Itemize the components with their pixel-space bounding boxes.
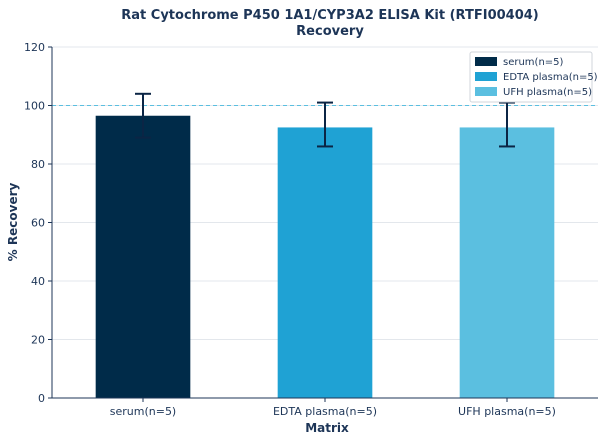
legend-swatch-0 (475, 57, 497, 66)
bars (96, 116, 555, 398)
bar-0 (96, 116, 191, 398)
legend-swatch-2 (475, 87, 497, 96)
y-tick-label-100: 100 (24, 100, 45, 113)
legend-swatch-1 (475, 72, 497, 81)
x-tick-label-1: EDTA plasma(n=5) (273, 405, 377, 418)
y-tick-label-120: 120 (24, 41, 45, 54)
chart-title-line2: Recovery (296, 24, 364, 39)
bar-2 (460, 127, 555, 398)
x-tick-label-2: UFH plasma(n=5) (458, 405, 556, 418)
error-bars (135, 94, 515, 147)
x-tick-labels: serum(n=5) EDTA plasma(n=5) UFH plasma(n=5… (110, 398, 556, 418)
legend-label-1: EDTA plasma(n=5) (503, 72, 598, 83)
y-tick-label-20: 20 (31, 334, 45, 347)
x-tick-label-0: serum(n=5) (110, 405, 176, 418)
y-tick-label-60: 60 (31, 217, 45, 230)
bar-1 (278, 127, 373, 398)
x-axis-label: Matrix (305, 421, 349, 435)
y-tick-label-40: 40 (31, 275, 45, 288)
y-axis-label: % Recovery (6, 183, 20, 262)
legend-label-2: UFH plasma(n=5) (503, 87, 592, 98)
y-tick-label-0: 0 (38, 392, 45, 405)
chart-title-line1: Rat Cytochrome P450 1A1/CYP3A2 ELISA Kit… (121, 8, 538, 23)
y-tick-label-80: 80 (31, 158, 45, 171)
y-tick-labels: 0 20 40 60 80 100 120 (24, 41, 52, 405)
legend: serum(n=5) EDTA plasma(n=5) UFH plasma(n=5… (470, 52, 598, 102)
legend-label-0: serum(n=5) (503, 57, 564, 68)
